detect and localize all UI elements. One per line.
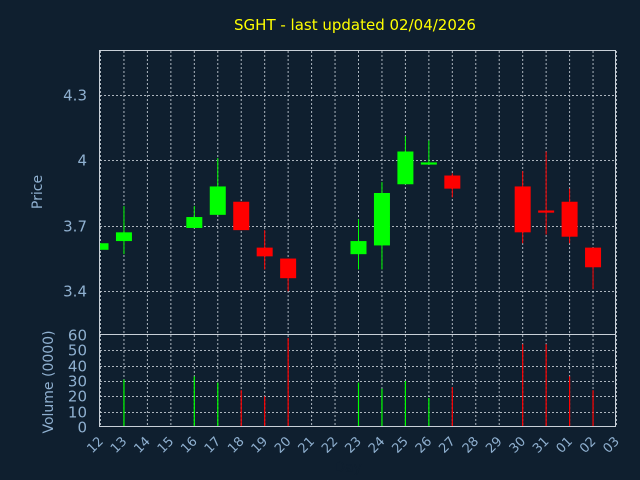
candle-body-19: [256, 247, 273, 257]
candle-body-31: [538, 210, 555, 213]
x-ticks: 12 13 14 15 16 17 18 19 20 21 22 23 24 25 26 27 28 29 30 31…: [85, 434, 623, 456]
candle-body-18: [233, 201, 250, 231]
candle-body-20: [280, 258, 297, 279]
price-tick-label: 4.3: [63, 87, 87, 105]
volume-tick-label: 0: [77, 419, 87, 437]
candle-body-27: [444, 175, 461, 189]
x-axis-label: Day: [334, 460, 362, 476]
price-tick-label: 3.4: [63, 283, 87, 301]
candle-body-02: [585, 247, 602, 268]
candle-body-12: [100, 243, 109, 250]
volume-tick-label: 10: [68, 404, 87, 422]
candle-body-16: [186, 217, 203, 228]
volume-tick-label: 20: [68, 388, 87, 406]
candle-body-23: [350, 241, 367, 255]
price-tick-label: 3.7: [63, 218, 87, 236]
volume-tick-label: 60: [68, 327, 87, 345]
candle-body-26: [420, 162, 437, 165]
price-axis-label: Price: [30, 175, 46, 209]
chart-title: SGHT - last updated 02/04/2026: [234, 16, 476, 34]
candle-body-17: [209, 186, 226, 215]
price-ticks: 3.4 3.7 4 4.3: [63, 87, 87, 301]
volume-bars: [123, 338, 594, 427]
volume-tick-label: 30: [68, 373, 87, 391]
price-tick-label: 4: [77, 152, 87, 170]
candle-body-24: [373, 193, 390, 246]
candle-body-13: [115, 232, 132, 242]
volume-tick-label: 40: [68, 358, 87, 376]
volume-frame: [99, 334, 616, 427]
candles: [100, 136, 602, 292]
candle-body-30: [514, 186, 531, 233]
volume-tick-label: 50: [68, 342, 87, 360]
candle-body-01: [561, 201, 578, 237]
candle-body-25: [397, 151, 414, 185]
volume-axis-label: Volume (0000): [41, 330, 57, 433]
